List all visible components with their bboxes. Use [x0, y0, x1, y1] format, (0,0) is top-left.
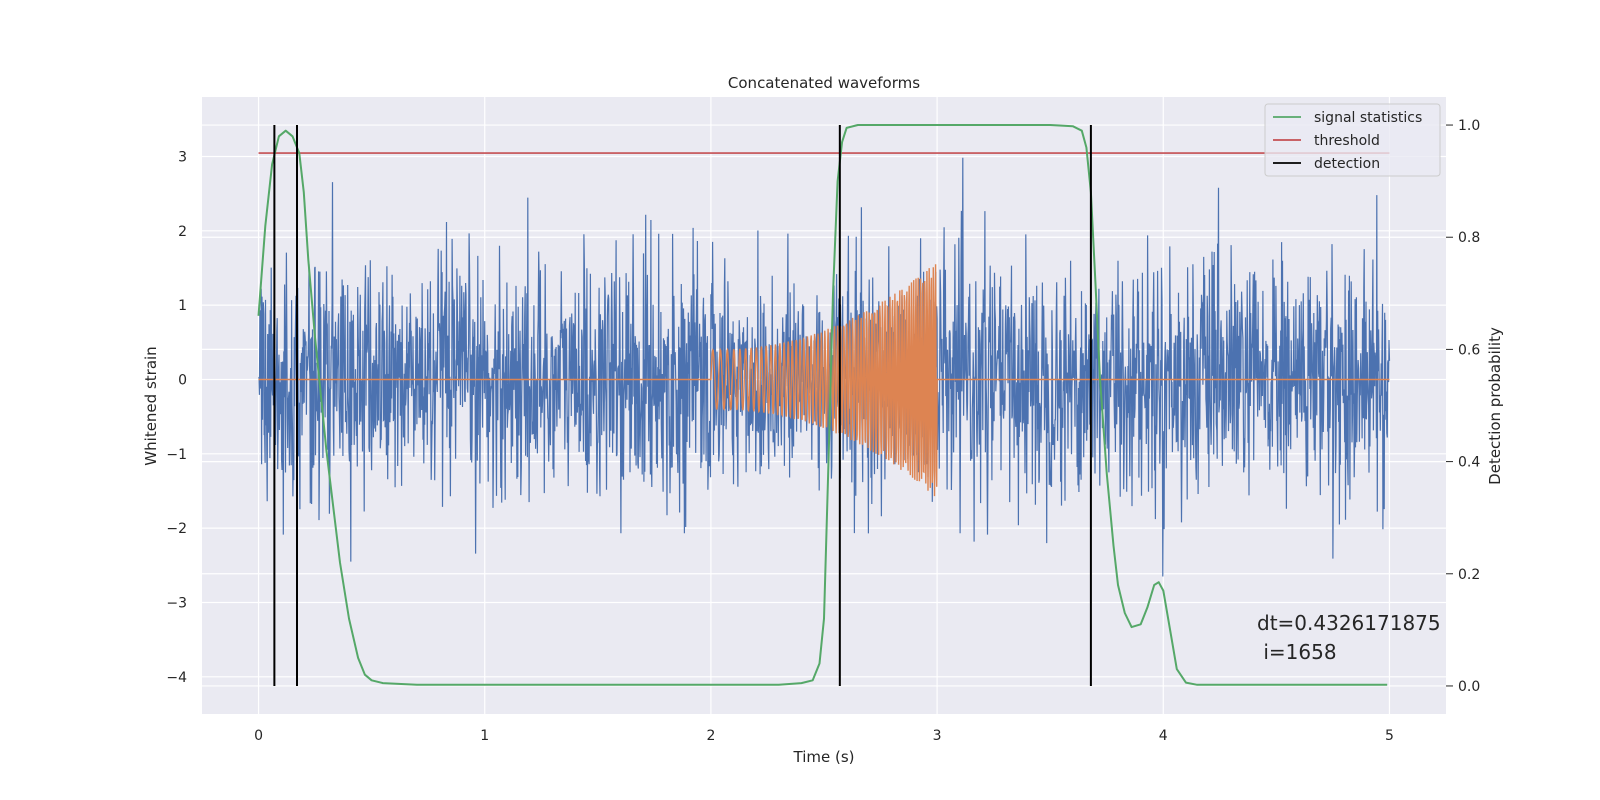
signal-statistics-line: [257, 124, 1388, 686]
y2-tick-label: 0.6: [1458, 342, 1480, 358]
x-tick-label: 5: [1385, 728, 1394, 744]
annotation-i: i=1658: [1257, 640, 1337, 664]
y2-tick-label: 0.2: [1458, 567, 1480, 583]
detection-lines: [273, 125, 1092, 686]
x-tick-label: 2: [706, 728, 715, 744]
chirp-line: [258, 264, 1390, 497]
y2-tick-label: 1.0: [1458, 118, 1480, 134]
x-tick-label: 1: [480, 728, 489, 744]
y-tick-label: −1: [166, 447, 187, 463]
y-axis-label: Whitened strain: [142, 346, 160, 465]
axis-ticks: 0 1 2 3 4 5 −4 −3 −2 −1 0 1 2 3 0.0 0.2 0.4 0.6 0.8 1.0: [166, 118, 1480, 744]
y-tick-label: 3: [178, 149, 187, 165]
annotation-dt: dt=0.4326171875: [1257, 611, 1441, 635]
legend: signal statistics threshold detection: [1264, 103, 1441, 177]
legend-label-threshold: threshold: [1314, 133, 1380, 149]
legend-label-detection: detection: [1314, 156, 1380, 172]
x-tick-label: 3: [933, 728, 942, 744]
chirp-series: [258, 264, 1390, 497]
y-tick-label: −4: [166, 670, 187, 686]
chart-title: Concatenated waveforms: [728, 74, 920, 92]
y-tick-label: −2: [166, 521, 187, 537]
y2-tick-label: 0.8: [1458, 230, 1480, 246]
y-tick-label: 1: [178, 298, 187, 314]
y2-tick-label: 0.4: [1458, 455, 1480, 471]
legend-box: [1264, 103, 1441, 177]
y-tick-label: −3: [166, 595, 187, 611]
legend-label-signal-statistics: signal statistics: [1314, 110, 1422, 126]
x-axis-label: Time (s): [793, 748, 855, 766]
x-tick-label: 4: [1159, 728, 1168, 744]
y-tick-label: 0: [178, 372, 187, 388]
y-tick-label: 2: [178, 224, 187, 240]
x-tick-label: 0: [254, 728, 263, 744]
y2-axis-label: Detection probability: [1486, 327, 1504, 485]
signal-statistics-series: [257, 124, 1388, 686]
y2-tick-label: 0.0: [1458, 679, 1480, 695]
